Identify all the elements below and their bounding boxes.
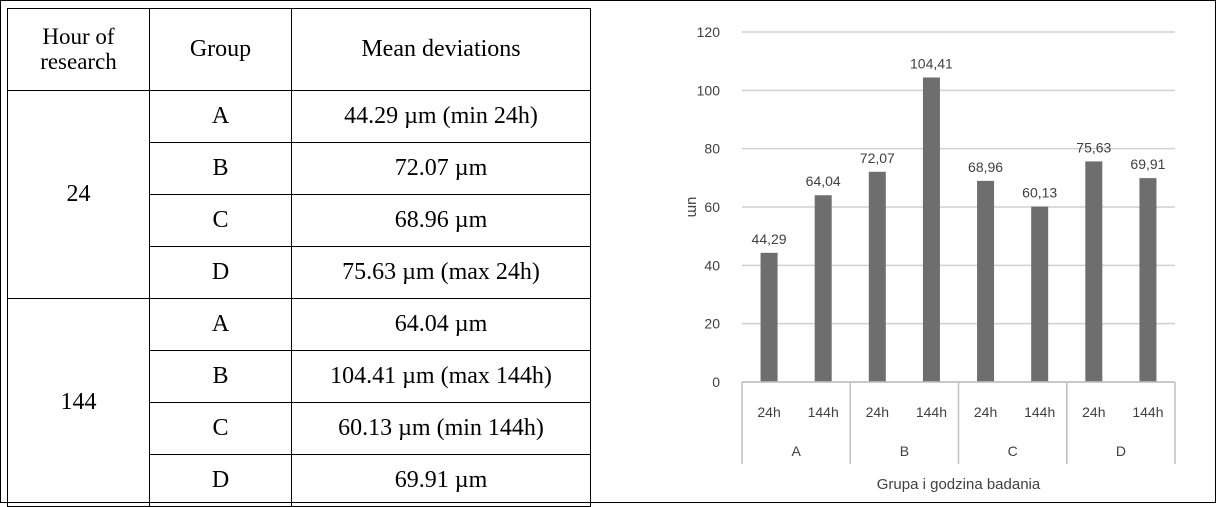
x-subcategory-label: 144h bbox=[916, 404, 947, 420]
table-header-cell: Hour of research bbox=[7, 8, 150, 91]
x-subcategory-label: 24h bbox=[757, 404, 780, 420]
bar bbox=[1031, 206, 1049, 382]
x-axis-title: Grupa i godzina badania bbox=[877, 476, 1041, 493]
x-subcategory-label: 144h bbox=[1024, 404, 1055, 420]
group-cell: A bbox=[149, 298, 292, 351]
bar bbox=[922, 77, 940, 383]
mean-deviations-table: Hour of research Group Mean deviations 24 A 4… bbox=[7, 8, 591, 507]
mean-cell: 75.63 µm (max 24h) bbox=[291, 246, 591, 299]
y-tick-label: 20 bbox=[704, 316, 720, 332]
mean-cell: 68.96 µm bbox=[291, 194, 591, 247]
y-tick-label: 40 bbox=[704, 257, 720, 273]
group-cell: C bbox=[149, 194, 292, 247]
bar-chart: 0 20 40 60 80 100 120 um 44,29 64,04 72,07 104,41 68… bbox=[684, 24, 1176, 493]
data-label: 60,13 bbox=[1022, 185, 1057, 201]
table-header-cell: Group bbox=[149, 8, 292, 91]
y-tick-label: 80 bbox=[704, 141, 720, 157]
hour-cell: 24 bbox=[7, 90, 150, 299]
bar bbox=[1139, 178, 1157, 382]
x-group-label: D bbox=[1116, 443, 1126, 459]
group-cell: B bbox=[149, 142, 292, 195]
data-label: 72,07 bbox=[860, 150, 895, 166]
x-group-label: B bbox=[900, 443, 909, 459]
group-cell: C bbox=[149, 402, 292, 455]
x-group-label: A bbox=[791, 443, 801, 459]
data-label: 68,96 bbox=[968, 159, 1003, 175]
x-subcategory-label: 24h bbox=[1082, 404, 1105, 420]
table-row: C 60.13 µm (min 144h) bbox=[8, 402, 591, 455]
data-label: 44,29 bbox=[752, 231, 787, 247]
group-cell: D bbox=[149, 454, 292, 507]
mean-cell: 64.04 µm bbox=[291, 298, 591, 351]
bar bbox=[868, 171, 886, 382]
hour-cell: 144 bbox=[7, 298, 150, 507]
bar bbox=[760, 252, 778, 382]
bar bbox=[977, 180, 995, 382]
y-tick-label: 60 bbox=[704, 199, 720, 215]
x-subcategory-label: 144h bbox=[1132, 404, 1163, 420]
table-header-cell: Mean deviations bbox=[291, 8, 591, 91]
data-label: 75,63 bbox=[1076, 139, 1111, 155]
mean-cell: 72.07 µm bbox=[291, 142, 591, 195]
mean-cell: 44.29 µm (min 24h) bbox=[291, 90, 591, 143]
bar bbox=[814, 195, 832, 382]
group-cell: D bbox=[149, 246, 292, 299]
mean-cell: 60.13 µm (min 144h) bbox=[291, 402, 591, 455]
mean-cell: 104.41 µm (max 144h) bbox=[291, 350, 591, 403]
x-group-label: C bbox=[1008, 443, 1018, 459]
table-row: D 69.91 µm bbox=[8, 454, 591, 507]
y-tick-label: 120 bbox=[697, 24, 721, 40]
data-label: 104,41 bbox=[910, 55, 953, 71]
data-label: 64,04 bbox=[806, 173, 841, 189]
data-label: 69,91 bbox=[1130, 156, 1165, 172]
table-row: 24 A 44.29 µm (min 24h) bbox=[7, 90, 591, 299]
table-row: D 75.63 µm (max 24h) bbox=[8, 246, 591, 299]
group-cell: B bbox=[149, 350, 292, 403]
y-tick-label: 0 bbox=[712, 374, 720, 390]
y-tick-label: 100 bbox=[697, 82, 721, 98]
table-row: 144 A 64.04 µm bbox=[7, 298, 591, 507]
x-subcategory-label: 24h bbox=[974, 404, 997, 420]
x-subcategory-label: 24h bbox=[866, 404, 889, 420]
y-axis-label: um bbox=[684, 197, 701, 218]
x-subcategory-label: 144h bbox=[808, 404, 839, 420]
bar bbox=[1085, 161, 1103, 382]
mean-cell: 69.91 µm bbox=[291, 454, 591, 507]
table-header-row: Hour of research Group Mean deviations bbox=[7, 8, 591, 91]
table-row: B 104.41 µm (max 144h) bbox=[8, 350, 591, 403]
table-row: B 72.07 µm bbox=[8, 142, 591, 195]
group-cell: A bbox=[149, 90, 292, 143]
table-row: C 68.96 µm bbox=[8, 194, 591, 247]
